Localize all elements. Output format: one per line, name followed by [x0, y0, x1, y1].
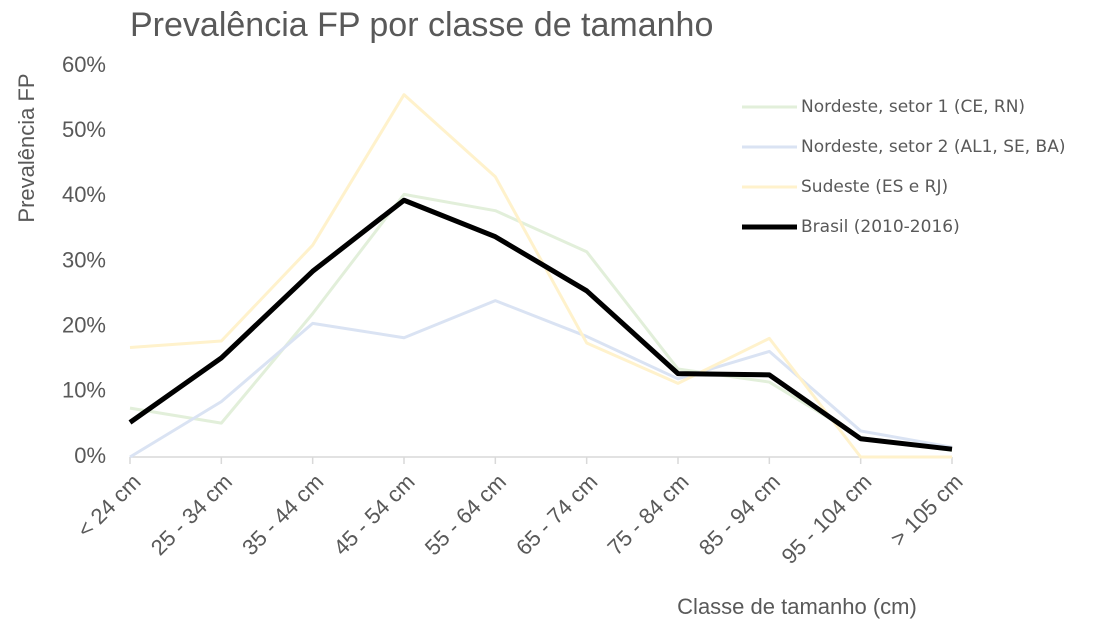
x-tick-label: 85 - 94 cm [694, 469, 785, 560]
y-tick-label: 50% [62, 117, 106, 142]
y-tick-label: 10% [62, 378, 106, 403]
x-axis-label: Classe de tamanho (cm) [677, 594, 917, 619]
y-tick-label: 0% [74, 443, 106, 468]
y-axis-label: Prevalência FP [14, 73, 39, 222]
x-tick-label: 25 - 34 cm [146, 469, 237, 560]
x-tick-label: 65 - 74 cm [511, 469, 602, 560]
x-tick-label: 95 - 104 cm [776, 469, 876, 569]
legend-label: Sudeste (ES e RJ) [801, 177, 948, 197]
legend-label: Nordeste, setor 1 (CE, RN) [801, 97, 1025, 117]
x-tick-label: 45 - 54 cm [328, 469, 419, 560]
series-line [129, 299, 953, 459]
y-tick-label: 30% [62, 247, 106, 272]
legend-label: Brasil (2010-2016) [801, 217, 960, 237]
x-tick-label: < 24 cm [72, 469, 145, 542]
chart-title: Prevalência FP por classe de tamanho [130, 6, 713, 44]
y-tick-label: 20% [62, 312, 106, 337]
x-tick-label: 75 - 84 cm [602, 469, 693, 560]
series-line [128, 197, 953, 452]
x-tick-label: 55 - 64 cm [420, 469, 511, 560]
y-tick-label: 60% [62, 52, 106, 77]
series-line [129, 93, 952, 459]
legend-label: Nordeste, setor 2 (AL1, SE, BA) [801, 137, 1065, 157]
x-tick-label: > 105 cm [886, 469, 968, 551]
y-tick-label: 40% [62, 182, 106, 207]
x-tick-label: 35 - 44 cm [237, 469, 328, 560]
